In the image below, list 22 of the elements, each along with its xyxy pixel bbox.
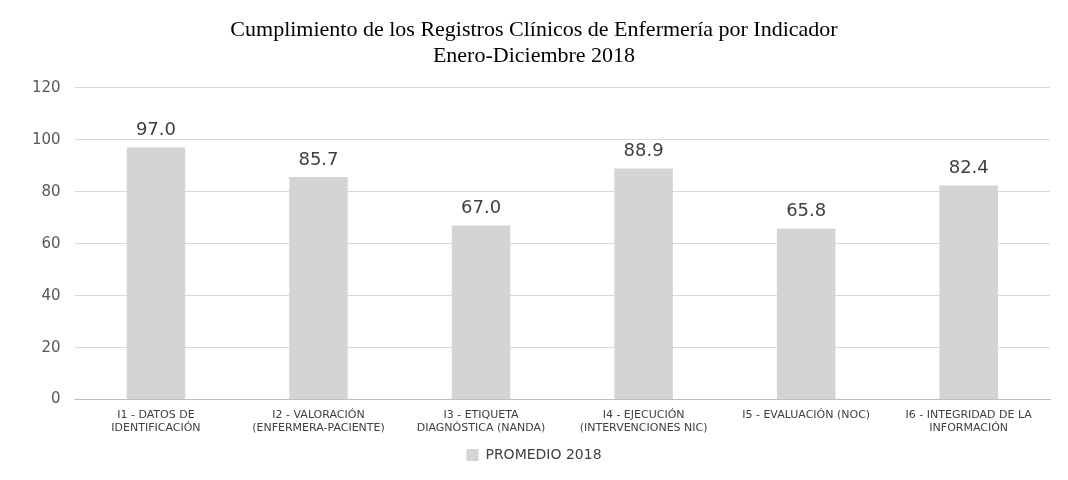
data-label: 97.0: [135, 118, 176, 140]
x-tick-label: I5 - EVALUACIÓN (NOC): [742, 408, 871, 422]
chart-subtitle: Enero-Diciembre 2018: [432, 42, 636, 68]
y-tick-label: 60: [41, 233, 61, 252]
x-tick-label: I4 - EJECUCIÓN (INTERVENCIONES NIC): [579, 408, 708, 435]
legend-label: PROMEDIO 2018: [485, 445, 602, 462]
y-tick-label: 20: [41, 337, 61, 356]
y-tick-label: 80: [41, 181, 61, 200]
x-tick-label: I3 - ETIQUETA DIAGNÓSTICA (NANDA): [416, 408, 546, 435]
y-tick-label: 120: [31, 77, 61, 96]
data-label: 88.9: [623, 139, 664, 161]
data-label: 85.7: [298, 147, 339, 169]
data-label: 65.8: [786, 199, 827, 221]
x-tick-label: I6 - INTEGRIDAD DE LA INFORMACIÓN: [905, 408, 1033, 435]
x-tick-label: I2 - VALORACIÓN (ENFERMERA-PACIENTE): [252, 408, 385, 435]
x-tick-label: I1 - DATOS DE IDENTIFICACIÓN: [111, 408, 201, 435]
y-tick-label: 0: [51, 389, 61, 408]
chart-title: Cumplimiento de los Registros Clínicos de Enfermería por Indicador: [230, 15, 839, 41]
data-label: 82.4: [948, 156, 989, 178]
y-tick-label: 100: [31, 129, 61, 148]
data-label: 67.0: [461, 196, 502, 218]
y-tick-label: 40: [41, 285, 61, 304]
